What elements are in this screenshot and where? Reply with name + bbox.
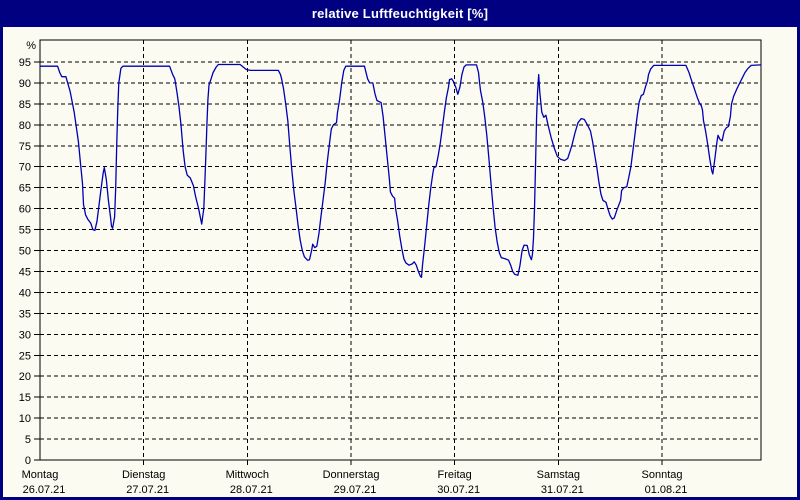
y-tick-label: 40 [19, 287, 31, 299]
y-tick-label: 20 [19, 371, 31, 383]
plot-border [39, 39, 762, 461]
y-tick-label: 5 [25, 434, 31, 446]
x-date-label: 28.07.21 [230, 484, 273, 496]
x-date-label: 01.08.21 [645, 484, 688, 496]
y-tick-label: 45 [19, 266, 31, 278]
y-tick-label: 25 [19, 350, 31, 362]
y-tick-label: 0 [25, 455, 31, 467]
x-day-label: Sonntag [642, 469, 683, 481]
y-tick-label: 60 [19, 204, 31, 216]
title-bar: relative Luftfeuchtigkeit [%] [0, 0, 800, 27]
x-date-label: 26.07.21 [23, 484, 66, 496]
y-tick-label: 30 [19, 329, 31, 341]
y-tick-label: 95 [19, 57, 31, 69]
y-tick-label: 90 [19, 78, 31, 90]
x-date-label: 31.07.21 [541, 484, 584, 496]
y-tick-label: 10 [19, 413, 31, 425]
y-tick-label: 80 [19, 120, 31, 132]
x-date-label: 27.07.21 [126, 484, 169, 496]
x-day-label: Mittwoch [226, 469, 269, 481]
humidity-line [39, 63, 762, 278]
y-axis-unit-label: % [26, 40, 36, 52]
y-tick-label: 65 [19, 183, 31, 195]
x-date-label: 30.07.21 [437, 484, 480, 496]
y-tick-label: 85 [19, 99, 31, 111]
x-date-label: 29.07.21 [334, 484, 377, 496]
x-day-label: Samstag [537, 469, 580, 481]
x-day-label: Donnerstag [323, 469, 380, 481]
y-tick-label: 35 [19, 308, 31, 320]
x-day-label: Montag [22, 469, 59, 481]
x-day-label: Freitag [438, 469, 472, 481]
y-tick-label: 50 [19, 246, 31, 258]
y-tick-label: 70 [19, 162, 31, 174]
y-tick-label: 15 [19, 392, 31, 404]
y-tick-label: 75 [19, 141, 31, 153]
x-day-label: Dienstag [122, 469, 165, 481]
chart-canvas-background [3, 27, 797, 497]
y-tick-label: 55 [19, 225, 31, 237]
window-title: relative Luftfeuchtigkeit [%] [311, 6, 489, 21]
